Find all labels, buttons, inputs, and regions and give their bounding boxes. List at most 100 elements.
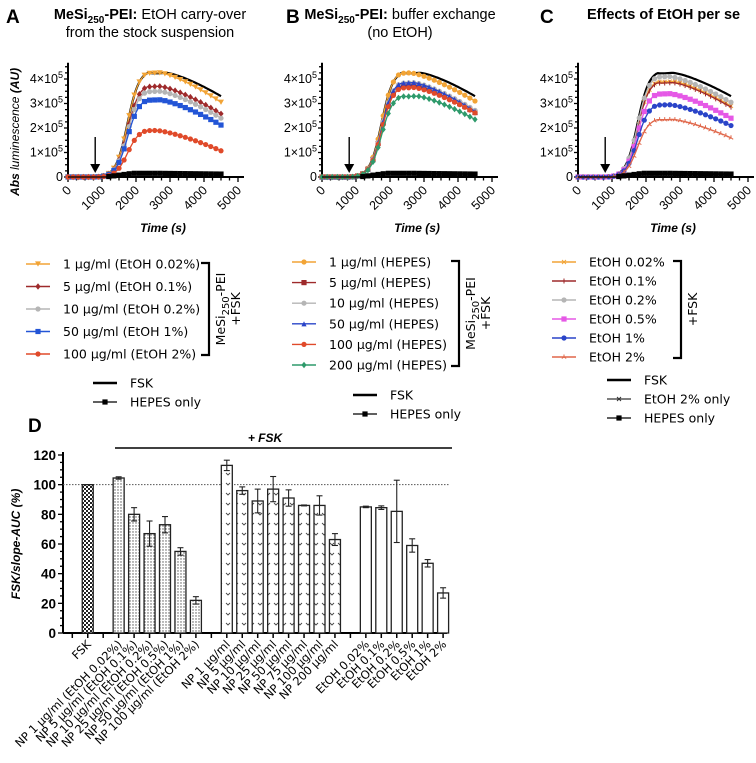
data-point	[431, 86, 437, 92]
data-point	[192, 109, 199, 115]
bar-group	[421, 559, 434, 634]
data-point	[441, 94, 447, 101]
data-point	[641, 170, 647, 176]
data-point	[426, 95, 432, 103]
x-axis-label: Time (s)	[140, 221, 186, 235]
data-point	[182, 91, 188, 98]
data-point	[203, 101, 209, 109]
data-point	[662, 117, 668, 122]
legend-item: 50 µg/ml (EtOH 1%)	[26, 324, 188, 339]
data-point	[208, 116, 214, 123]
legend-marker-icon	[35, 328, 41, 335]
y-tick-label: 3×105	[540, 95, 573, 111]
legend-label: 10 µg/ml (HEPES)	[329, 296, 439, 311]
data-point	[667, 102, 673, 108]
data-point	[441, 91, 447, 97]
legend-item: 5 µg/ml (HEPES)	[292, 275, 431, 290]
y-tick-label: 1×105	[540, 144, 573, 160]
legend-marker-icon	[301, 361, 307, 369]
data-point	[208, 104, 214, 112]
legend-label: 1 µg/ml (EtOH 0.02%)	[63, 257, 200, 272]
bar	[251, 500, 264, 634]
data-point	[162, 98, 168, 104]
legend-label: EtOH 2%	[589, 350, 645, 365]
series-50-g-ml-etoh-1-	[65, 97, 224, 180]
legend-item: EtOH 0.5%	[552, 312, 657, 327]
data-point	[692, 121, 698, 127]
data-point	[208, 171, 214, 177]
bar	[436, 592, 450, 634]
bar	[421, 562, 434, 634]
data-point	[141, 128, 148, 134]
data-point	[626, 172, 632, 178]
data-point	[426, 84, 432, 90]
data-point	[401, 93, 407, 100]
data-point	[416, 85, 422, 92]
data-point	[697, 110, 704, 116]
x-tick-label: 4000	[181, 183, 211, 213]
data-point	[213, 107, 219, 114]
data-point	[203, 114, 209, 120]
data-point	[172, 92, 178, 98]
data-point	[446, 97, 453, 103]
arrowhead-icon	[600, 164, 611, 173]
data-point	[126, 171, 132, 177]
legend-marker-icon	[616, 396, 622, 402]
data-point	[370, 158, 376, 165]
bracket-label: MeSi250-PEI	[213, 273, 232, 346]
data-point	[192, 171, 199, 177]
y-tick-label: 40	[41, 567, 56, 582]
legend-item: EtOH 0.1%	[552, 274, 657, 289]
legend-label: FSK	[644, 373, 668, 388]
arrowhead-icon	[90, 164, 101, 173]
legend-item: EtOH 2% only	[607, 392, 731, 407]
x-tick-label: 5000	[469, 183, 499, 213]
legend-b: 1 µg/ml (HEPES) 5 µg/ml (HEPES) 10 µg/ml (…	[292, 255, 493, 422]
data-point	[198, 140, 204, 146]
legend-marker-icon	[35, 261, 41, 267]
data-point	[457, 89, 463, 96]
data-point	[365, 166, 371, 174]
series-200-g-ml-hepes-	[319, 93, 478, 181]
data-point	[692, 171, 698, 177]
legend-item: 50 µg/ml (HEPES)	[292, 316, 439, 331]
y-tick-label: 4×105	[540, 70, 573, 86]
data-point	[167, 99, 173, 105]
data-point	[141, 85, 148, 92]
data-point	[416, 81, 422, 87]
legend-item: 1 µg/ml (HEPES)	[292, 255, 431, 270]
data-point	[141, 98, 148, 105]
x-tick-label: 5000	[725, 183, 755, 213]
legend-label: FSK	[130, 376, 154, 391]
data-point	[360, 173, 366, 180]
bar	[328, 538, 342, 634]
data-point	[636, 131, 642, 138]
data-point	[202, 90, 209, 96]
data-point	[631, 171, 637, 178]
data-point	[411, 80, 417, 86]
data-point	[467, 95, 473, 101]
data-point	[651, 92, 658, 99]
data-point	[208, 109, 214, 115]
legend-item: EtOH 0.02%	[552, 255, 665, 270]
data-point	[441, 82, 447, 88]
y-axis-label: FSK/slope-AUC (%)	[9, 489, 23, 600]
data-point	[672, 170, 678, 176]
data-point	[421, 170, 427, 177]
data-point	[203, 106, 209, 113]
y-tick-label: 4×105	[30, 70, 63, 86]
x-tick-label: 2000	[367, 183, 397, 213]
bar	[174, 550, 187, 634]
data-point	[121, 171, 127, 178]
data-point	[472, 171, 478, 177]
data-point	[636, 171, 642, 177]
data-point	[182, 171, 188, 177]
data-point	[136, 96, 142, 102]
legend-item: EtOH 2%	[552, 350, 645, 365]
legend-item: 1 µg/ml (EtOH 0.02%)	[26, 257, 200, 272]
data-point	[162, 89, 168, 95]
data-point	[167, 85, 173, 92]
bar-group	[81, 484, 94, 634]
data-point	[131, 106, 137, 113]
data-point	[131, 113, 137, 119]
